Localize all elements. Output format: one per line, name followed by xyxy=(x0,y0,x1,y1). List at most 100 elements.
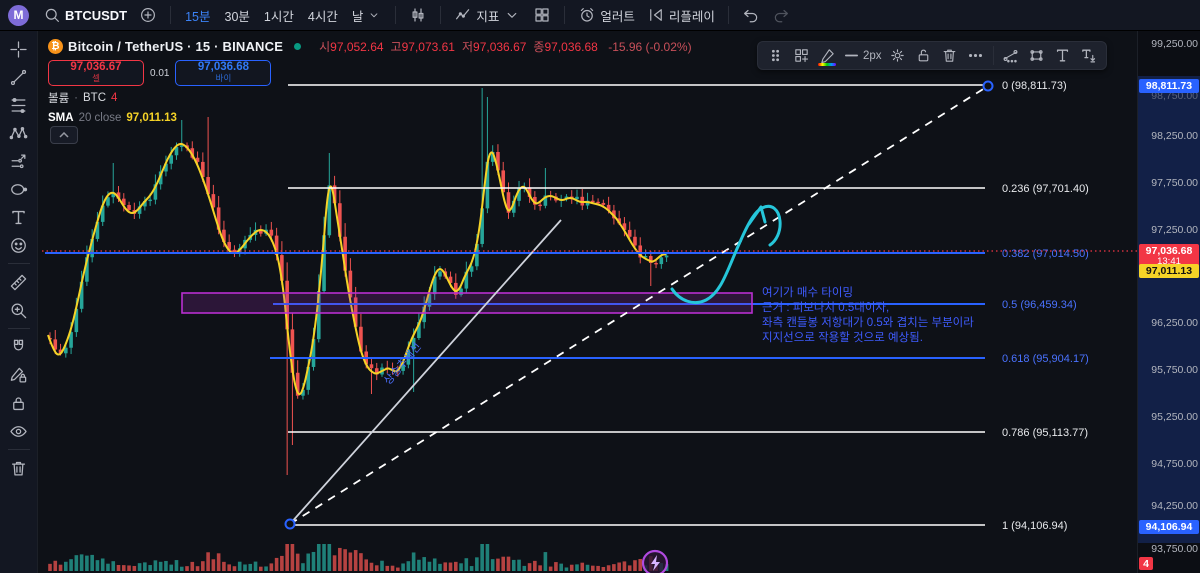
redo-button[interactable] xyxy=(766,2,796,28)
smiley-icon xyxy=(9,236,28,255)
bitcoin-icon: ₿ xyxy=(48,38,63,54)
price-tick: 94,250.00 xyxy=(1151,500,1198,512)
text-icon xyxy=(9,208,28,227)
fib-retracement-tool[interactable] xyxy=(4,91,34,119)
fib-low-price-label: 94,106.94 xyxy=(1139,520,1199,534)
change-value: -15.96 (-0.02%) xyxy=(604,39,692,54)
more-icon xyxy=(967,47,984,64)
color-picker-button[interactable] xyxy=(814,43,840,68)
divider xyxy=(7,263,30,264)
volume-pane xyxy=(48,544,669,571)
objects-count-badge: 4 xyxy=(1139,557,1153,570)
ohlc-key: 저 xyxy=(461,39,474,54)
sell-button[interactable]: 97,036.67 셀 xyxy=(48,60,144,86)
indicators-button[interactable]: 지표 xyxy=(448,2,527,29)
fib-anchor-point[interactable] xyxy=(284,518,296,530)
lock-drawing-button[interactable] xyxy=(911,43,937,68)
line-width-value: 2px xyxy=(863,49,882,62)
shape-tool[interactable] xyxy=(4,175,34,203)
eye-icon xyxy=(9,422,28,441)
timeframe-날[interactable]: 날 xyxy=(345,2,389,29)
text-tool[interactable] xyxy=(4,203,34,231)
ohlc-key: 종 xyxy=(533,39,545,54)
legend-collapse-button[interactable] xyxy=(50,126,78,144)
candles xyxy=(48,88,669,475)
ohlc-value: 97,036.67 xyxy=(473,39,527,54)
timeframe-15분[interactable]: 15분 xyxy=(178,2,217,29)
fib-range-highlight xyxy=(1138,76,1200,543)
symbol-row: ₿ Bitcoin / TetherUS · 15 · BINANCE 시97,… xyxy=(48,36,692,56)
delete-drawing-button[interactable] xyxy=(937,43,963,68)
uptrend-line[interactable] xyxy=(289,219,562,525)
timeframe-1시간[interactable]: 1시간 xyxy=(257,2,301,29)
market-status-dot xyxy=(294,42,302,50)
pattern-tool[interactable] xyxy=(4,119,34,147)
cursor-crosshair-tool[interactable] xyxy=(4,35,34,63)
fib-anchor-point[interactable] xyxy=(982,80,994,92)
divider xyxy=(440,6,442,24)
more-options-button[interactable] xyxy=(963,43,989,68)
textanchor-icon xyxy=(1080,47,1097,64)
drawlock-icon xyxy=(9,366,28,385)
edit-points-button[interactable] xyxy=(998,43,1024,68)
alert-button[interactable]: 얼러트 xyxy=(572,2,641,29)
stay-in-drawing-mode-button[interactable] xyxy=(4,361,34,389)
indicator-icon xyxy=(454,6,472,24)
price-tick: 97,250.00 xyxy=(1151,224,1198,236)
sma-legend[interactable]: SMA 20 close 97,011.13 xyxy=(48,112,177,124)
hide-drawings-button[interactable] xyxy=(4,417,34,445)
text-icon xyxy=(1054,47,1071,64)
bounding-box-button[interactable] xyxy=(1024,43,1050,68)
prediction-tool[interactable] xyxy=(4,147,34,175)
click-effect-icon xyxy=(641,549,669,573)
ohlc-values: 시97,052.64 고97,073.61 저97,036.67 종97,036.68… xyxy=(312,38,691,55)
draghandle-icon xyxy=(767,47,784,64)
anchored-text-button[interactable] xyxy=(1076,43,1102,68)
annotation-text[interactable]: 여기가 매수 타이밍 근거 : 피보나치 0.5대이자, 좌측 캔들봉 저항대가 0… xyxy=(762,286,974,346)
symbol-search-button[interactable]: BTCUSDT xyxy=(37,2,133,28)
timeframe-4시간[interactable]: 4시간 xyxy=(301,2,345,29)
fib-level-label: 0.5 (96,459.34) xyxy=(1002,299,1077,311)
support-zone-rect[interactable] xyxy=(181,292,753,314)
measure-tool[interactable] xyxy=(4,268,34,296)
spread-value: 0.01 xyxy=(150,67,170,79)
settings-button[interactable] xyxy=(885,43,911,68)
timeframe-30분[interactable]: 30분 xyxy=(218,2,257,29)
magnet-mode-button[interactable] xyxy=(4,333,34,361)
replay-button[interactable]: 리플레이 xyxy=(641,2,721,29)
layout-grid-button[interactable] xyxy=(527,2,557,28)
chart-style-button[interactable] xyxy=(403,2,433,28)
toolbar-drag-handle[interactable] xyxy=(762,43,788,68)
annotation-line-2: 근거 : 피보나치 0.5대이자, xyxy=(762,302,890,314)
fib-level-label: 0.236 (97,701.40) xyxy=(1002,183,1089,195)
sma-line xyxy=(47,142,667,396)
chart-title[interactable]: Bitcoin / TetherUS · 15 · BINANCE xyxy=(68,38,284,54)
add-text-button[interactable] xyxy=(1050,43,1076,68)
user-avatar[interactable]: M xyxy=(8,4,29,26)
plus-circle-icon xyxy=(139,6,157,24)
price-tick: 99,250.00 xyxy=(1151,38,1198,50)
lock-drawings-button[interactable] xyxy=(4,389,34,417)
trend-line-tool[interactable] xyxy=(4,63,34,91)
zoom-in-tool[interactable] xyxy=(4,296,34,324)
chevron-down-icon xyxy=(503,6,521,24)
template-icon xyxy=(793,47,810,64)
recthandles-icon xyxy=(1028,47,1045,64)
buy-button[interactable]: 97,036.68 바이 xyxy=(175,60,272,86)
emoji-tool[interactable] xyxy=(4,231,34,259)
price-tick: 93,750.00 xyxy=(1151,543,1198,555)
remove-drawings-button[interactable] xyxy=(4,454,34,482)
trendline-icon xyxy=(9,68,28,87)
undo-button[interactable] xyxy=(736,2,766,28)
compare-add-button[interactable] xyxy=(133,2,163,28)
template-button[interactable] xyxy=(788,43,814,68)
magnet-icon xyxy=(9,338,28,357)
line-width-button[interactable]: 2px xyxy=(840,43,885,68)
divider xyxy=(395,6,397,24)
volume-legend[interactable]: 볼륨 · BTC 4 xyxy=(48,92,118,105)
forecast-icon xyxy=(9,152,28,171)
fib-base-dashed-line[interactable] xyxy=(289,85,989,525)
price-scale[interactable]: 99,250.00 98,750.00 98,250.00 97,750.00 97,2… xyxy=(1137,31,1200,573)
